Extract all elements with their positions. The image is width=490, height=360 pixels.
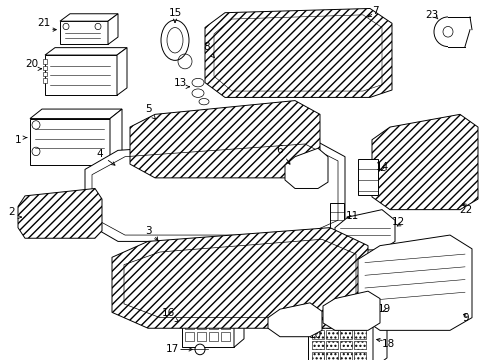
Text: 7: 7 [372, 6, 378, 15]
Text: 23: 23 [425, 10, 439, 20]
Text: 10: 10 [308, 330, 321, 339]
Bar [197, 333, 206, 341]
Bar [312, 351, 324, 360]
Bar [43, 66, 47, 70]
Bar [354, 330, 366, 339]
Polygon shape [268, 303, 322, 337]
Polygon shape [117, 48, 127, 95]
Polygon shape [205, 9, 392, 98]
Bar [312, 330, 324, 339]
Bar [358, 159, 378, 195]
Polygon shape [358, 235, 472, 330]
Text: 16: 16 [161, 309, 174, 318]
Bar [209, 309, 218, 318]
Polygon shape [130, 100, 320, 178]
Bar [354, 341, 366, 350]
Circle shape [95, 23, 101, 30]
Bar [330, 303, 372, 324]
Polygon shape [30, 109, 122, 118]
Circle shape [63, 23, 69, 30]
Bar [340, 341, 352, 350]
Polygon shape [285, 148, 328, 189]
Bar [340, 351, 352, 360]
Text: 19: 19 [377, 304, 391, 314]
Circle shape [32, 121, 40, 129]
Text: 15: 15 [169, 8, 182, 18]
Bar [197, 321, 206, 329]
Polygon shape [335, 210, 395, 250]
Polygon shape [45, 55, 117, 95]
Bar [43, 78, 47, 82]
Text: 6: 6 [277, 145, 283, 156]
Polygon shape [110, 109, 122, 165]
Polygon shape [18, 189, 102, 238]
Polygon shape [60, 14, 118, 21]
Bar [326, 351, 338, 360]
Polygon shape [112, 228, 368, 328]
Polygon shape [182, 305, 234, 347]
Polygon shape [372, 114, 478, 210]
Text: 18: 18 [381, 339, 394, 349]
Polygon shape [85, 138, 345, 242]
Polygon shape [234, 297, 244, 347]
Bar [326, 330, 338, 339]
Polygon shape [323, 291, 380, 330]
Bar [43, 72, 47, 76]
Bar [312, 320, 324, 328]
Circle shape [443, 27, 453, 37]
Bar [330, 203, 344, 235]
Text: 2: 2 [9, 207, 15, 217]
Text: 14: 14 [375, 162, 389, 172]
Circle shape [32, 147, 40, 156]
Text: 5: 5 [145, 104, 151, 114]
Bar [340, 320, 352, 328]
Bar [221, 309, 230, 318]
Bar [221, 321, 230, 329]
Bar [221, 333, 230, 341]
Bar [185, 321, 194, 329]
Text: 22: 22 [460, 204, 473, 215]
Text: 1: 1 [15, 135, 21, 145]
Text: 4: 4 [97, 149, 103, 158]
Text: 17: 17 [166, 345, 179, 354]
Text: 9: 9 [463, 312, 469, 323]
Bar [354, 351, 366, 360]
Polygon shape [108, 14, 118, 45]
Bar [215, 51, 245, 70]
Text: 21: 21 [37, 18, 50, 28]
Bar [197, 309, 206, 318]
Polygon shape [45, 48, 127, 55]
Bar [185, 309, 194, 318]
Bar [340, 330, 352, 339]
Polygon shape [308, 315, 373, 360]
Bar [185, 333, 194, 341]
Text: 12: 12 [392, 217, 405, 228]
Bar [43, 59, 47, 63]
Text: 8: 8 [204, 42, 210, 51]
Bar [326, 320, 338, 328]
Polygon shape [182, 297, 244, 305]
Text: 3: 3 [145, 226, 151, 236]
Polygon shape [373, 305, 387, 360]
Bar [209, 333, 218, 341]
Text: 20: 20 [25, 59, 39, 68]
Circle shape [195, 344, 205, 355]
Text: 11: 11 [345, 211, 359, 221]
Bar [326, 341, 338, 350]
Bar [209, 321, 218, 329]
Text: 13: 13 [173, 78, 187, 87]
Bar [354, 320, 366, 328]
Bar [312, 341, 324, 350]
Polygon shape [60, 21, 108, 45]
Polygon shape [30, 118, 110, 165]
Polygon shape [308, 305, 387, 315]
